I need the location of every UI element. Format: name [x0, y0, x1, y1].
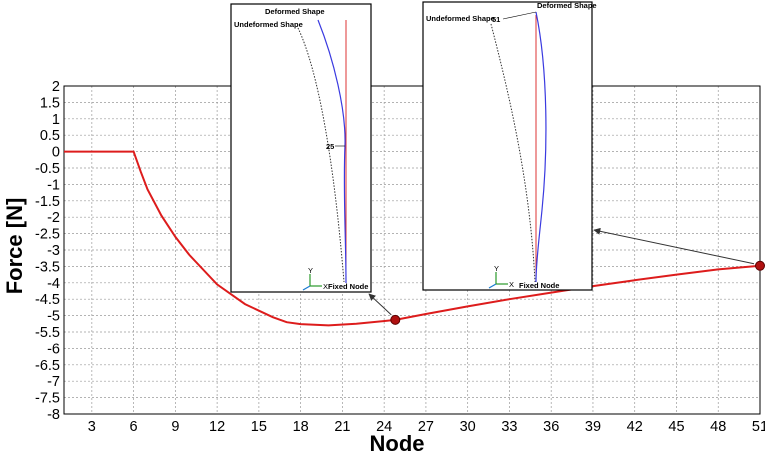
- x-tick-label: 48: [710, 419, 726, 435]
- deformed-curve: [317, 19, 347, 284]
- inset-frame: [230, 3, 372, 293]
- series-line: [64, 150, 761, 327]
- x-tick-label: 18: [293, 419, 309, 435]
- x-tick-label: 36: [543, 419, 559, 435]
- data-marker: [755, 260, 765, 271]
- x-tick-label: 12: [209, 419, 225, 435]
- deformed-shape-label: Deformed Shape: [265, 7, 325, 16]
- fixed-node-label: Fixed Node: [328, 282, 368, 291]
- y-tick-label: 0.5: [40, 128, 60, 144]
- x-tick-label: 24: [376, 419, 392, 435]
- x-tick-label: 9: [171, 419, 179, 435]
- y-tick-label: -7: [47, 374, 60, 390]
- y-tick-label: -6.5: [35, 358, 60, 374]
- data-marker: [390, 314, 401, 325]
- y-tick-label: -4.5: [35, 292, 60, 308]
- x-tick-label: 39: [585, 419, 601, 435]
- y-tick-label: -2.5: [35, 227, 60, 243]
- node-number-label: 25: [326, 142, 334, 151]
- x-tick-label: 21: [334, 419, 350, 435]
- y-tick-label: -5.5: [35, 325, 60, 341]
- undeformed-shape-label: Undeformed Shape: [426, 14, 495, 23]
- y-tick-label: -3.5: [35, 259, 60, 275]
- triad-y-label: Y: [308, 266, 313, 275]
- y-tick-label: 1: [52, 112, 60, 128]
- undeformed-curve: [490, 23, 536, 283]
- x-tick-label: 45: [668, 419, 684, 435]
- y-tick-label: -7.5: [35, 391, 60, 407]
- x-tick-label: 6: [130, 419, 138, 435]
- triad-z-axis: [488, 283, 497, 289]
- triad-y-label: Y: [494, 264, 499, 273]
- y-tick-label: 2: [52, 79, 60, 95]
- y-tick-label: 1.5: [40, 95, 60, 111]
- x-tick-label: 3: [88, 419, 96, 435]
- arrow-to-inset-1: [368, 293, 392, 316]
- x-tick-label: 33: [501, 419, 517, 435]
- fixed-node-label: Fixed Node: [519, 281, 559, 290]
- x-axis-label: Node: [370, 431, 425, 455]
- callout-arrows: [368, 227, 755, 316]
- y-tick-label: -1.5: [35, 194, 60, 210]
- triad-x-label: X: [323, 282, 328, 291]
- undeformed-shape-label: Undeformed Shape: [234, 20, 303, 29]
- x-tick-label: 51: [752, 419, 765, 435]
- undeformed-curve: [297, 27, 345, 283]
- x-tick-label: 27: [418, 419, 434, 435]
- x-tick-label: 30: [460, 419, 476, 435]
- y-tick-label: -8: [47, 407, 60, 423]
- node-number-label: 51: [492, 15, 500, 24]
- x-tick-labels: 3 6 9 12 15 18 21 24 27 30 33 36 39 42 45 48 51: [88, 419, 765, 435]
- y-tick-label: 0: [52, 145, 60, 161]
- deformed-shape-label: Deformed Shape: [537, 1, 597, 10]
- y-tick-label: -0.5: [35, 161, 60, 177]
- grid: [64, 85, 761, 415]
- y-tick-label: -2: [47, 210, 60, 226]
- data-markers: [390, 260, 765, 325]
- triad-x-label: X: [509, 280, 514, 289]
- x-tick-label: 15: [251, 419, 267, 435]
- inset-frame: [422, 1, 593, 291]
- y-tick-label: -4: [47, 276, 60, 292]
- insets: Deformed Shape Undeformed Shape 25 Fixed No…: [230, 1, 597, 293]
- plot-area-frame: [63, 85, 761, 415]
- deformed-curve: [535, 11, 547, 283]
- y-tick-label: -6: [47, 341, 60, 357]
- y-tick-label: -1: [47, 177, 60, 193]
- y-tick-label: -3: [47, 243, 60, 259]
- inset-image: Deformed Shape Undeformed Shape 25 Fixed No…: [230, 3, 372, 293]
- y-axis-label: Force [N]: [2, 198, 27, 295]
- node-leader: [502, 11, 537, 20]
- arrow-to-inset-2: [593, 227, 755, 265]
- triad-z-axis: [302, 285, 311, 291]
- y-tick-labels: 21.510.50-0.5-1-1.5-2-2.5-3-3.5-4-4.5-5-…: [35, 79, 60, 423]
- x-tick-label: 42: [627, 419, 643, 435]
- y-tick-label: -5: [47, 309, 60, 325]
